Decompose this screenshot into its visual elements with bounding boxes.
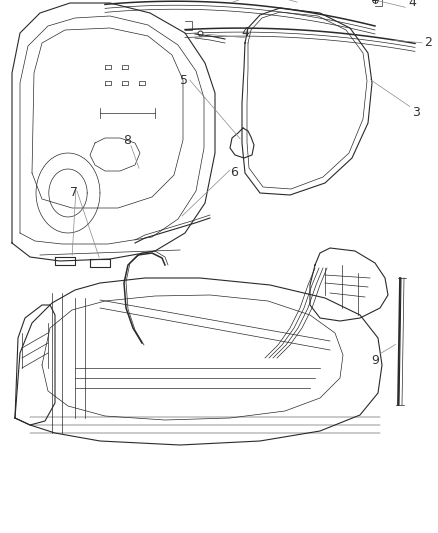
Text: 4: 4: [241, 27, 249, 39]
Text: 4: 4: [408, 0, 416, 10]
Text: 9: 9: [371, 353, 379, 367]
Text: 5: 5: [180, 75, 188, 87]
Text: 2: 2: [424, 36, 432, 50]
Text: 8: 8: [123, 133, 131, 147]
Text: 3: 3: [412, 107, 420, 119]
Text: 6: 6: [230, 166, 238, 180]
Text: 7: 7: [70, 187, 78, 199]
